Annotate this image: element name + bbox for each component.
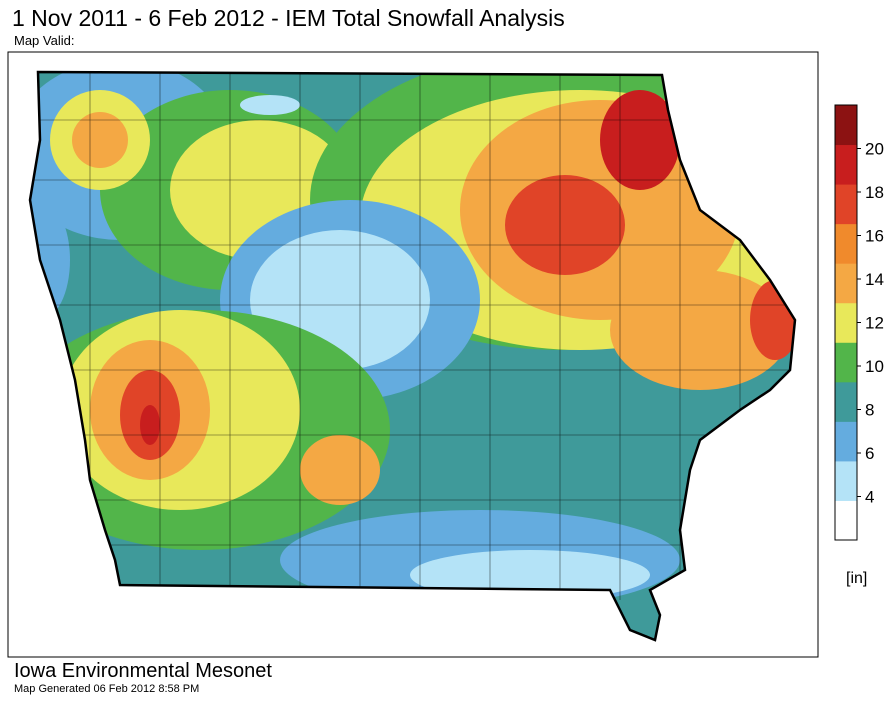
subtitle: Map Valid: [14, 33, 74, 48]
colorbar-bin [835, 460, 857, 501]
colorbar-tick-label: 4 [865, 488, 874, 507]
footer-org: Iowa Environmental Mesonet [14, 660, 272, 682]
colorbar-bin [835, 381, 857, 422]
colorbar-tick-label: 14 [865, 270, 884, 289]
county-lines [30, 72, 795, 600]
colorbar-tick-label: 12 [865, 314, 884, 333]
legend-unit: [in] [846, 570, 867, 587]
colorbar-bin [835, 144, 857, 185]
state-outline [28, 70, 797, 642]
colorbar-bin [835, 184, 857, 225]
colorbar-tick-label: 8 [865, 401, 874, 420]
colorbar-bin [835, 500, 857, 541]
colorbar-bin [835, 223, 857, 264]
title: 1 Nov 2011 - 6 Feb 2012 - IEM Total Snow… [12, 5, 565, 31]
colorbar-tick-label: 10 [865, 357, 884, 376]
colorbar-bin [835, 421, 857, 462]
colorbar-tick-label: 6 [865, 444, 874, 463]
footer-generated: Map Generated 06 Feb 2012 8:58 PM [14, 683, 199, 695]
colorbar: 4 6 8 10 12 14 16 18 20 [834, 104, 884, 541]
colorbar-tick-label: 20 [865, 140, 884, 159]
colorbar-bin [835, 342, 857, 383]
colorbar-bin [835, 263, 857, 304]
colorbar-tick-label: 18 [865, 183, 884, 202]
colorbar-bin [835, 302, 857, 343]
colorbar-tick-label: 16 [865, 227, 884, 246]
colorbar-bin [835, 105, 857, 146]
